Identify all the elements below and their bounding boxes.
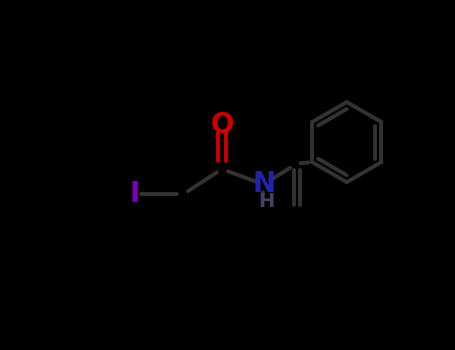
Text: H: H: [258, 192, 275, 211]
Text: I: I: [130, 181, 140, 209]
Text: O: O: [210, 111, 234, 139]
Text: N: N: [252, 170, 275, 198]
